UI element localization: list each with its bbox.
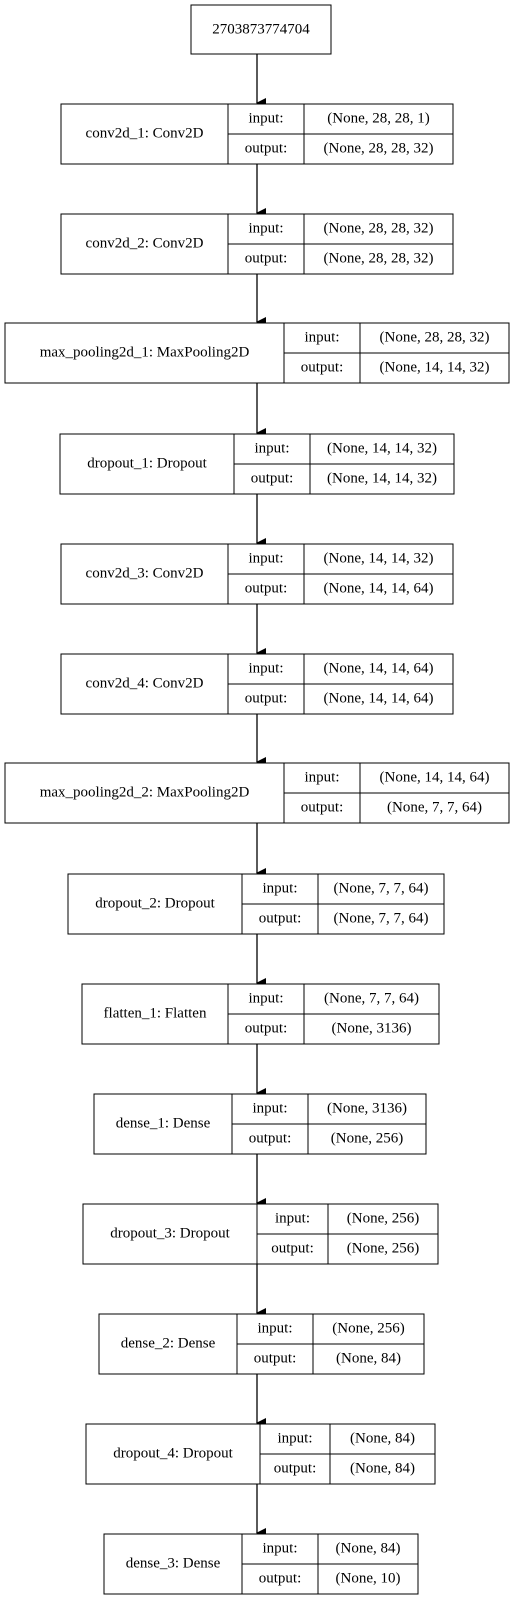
input-label: input: [248, 550, 283, 566]
input-label: input: [304, 329, 339, 345]
input-shape: (None, 14, 14, 64) [324, 660, 434, 676]
output-label: output: [251, 470, 294, 486]
input-label: input: [248, 990, 283, 1006]
input-shape: (None, 256) [347, 1210, 419, 1226]
output-label: output: [249, 1130, 292, 1146]
layer-node: flatten_1: Flatten input: output: (None, 7,… [81, 983, 440, 1045]
layer-nodes: conv2d_1: Conv2D input: output: (None, 28, … [4, 103, 510, 1595]
input-label: input: [275, 1210, 310, 1226]
input-shape: (None, 14, 14, 64) [380, 769, 490, 785]
output-label: output: [259, 1570, 302, 1586]
input-label: input: [304, 769, 339, 785]
output-label: output: [245, 690, 288, 706]
output-shape: (None, 256) [347, 1240, 419, 1256]
output-label: output: [245, 140, 288, 156]
layer-name: max_pooling2d_1: MaxPooling2D [40, 344, 250, 360]
output-label: output: [301, 799, 344, 815]
output-shape: (None, 28, 28, 32) [324, 250, 434, 266]
output-shape: (None, 256) [331, 1130, 403, 1146]
layer-node: dense_2: Dense input: output: (None, 256) (N… [98, 1313, 425, 1375]
layer-name: dropout_3: Dropout [110, 1225, 230, 1241]
layer-name: dense_1: Dense [116, 1115, 211, 1131]
layer-node: dense_1: Dense input: output: (None, 3136) (… [93, 1093, 427, 1155]
input-label: input: [248, 660, 283, 676]
output-shape: (None, 14, 14, 64) [324, 690, 434, 706]
input-shape: (None, 3136) [327, 1100, 407, 1116]
input-shape: (None, 84) [336, 1540, 401, 1556]
input-label: input: [248, 110, 283, 126]
layer-node: max_pooling2d_1: MaxPooling2D input: outpu… [4, 322, 510, 384]
layer-node: dropout_3: Dropout input: output: (None, 25… [82, 1203, 439, 1265]
layer-name: dense_3: Dense [126, 1555, 221, 1571]
layer-node: dropout_1: Dropout input: output: (None, 14… [59, 433, 455, 495]
output-shape: (None, 14, 14, 32) [327, 470, 437, 486]
output-shape: (None, 7, 7, 64) [334, 910, 429, 926]
output-label: output: [245, 250, 288, 266]
layer-name: conv2d_2: Conv2D [86, 235, 204, 251]
layer-name: flatten_1: Flatten [104, 1005, 207, 1021]
layer-name: dense_2: Dense [121, 1335, 216, 1351]
output-shape: (None, 84) [336, 1350, 401, 1366]
input-label: input: [252, 1100, 287, 1116]
input-label: input: [254, 440, 289, 456]
layer-node: conv2d_4: Conv2D input: output: (None, 14, … [60, 653, 454, 715]
layer-node: dropout_2: Dropout input: output: (None, 7,… [67, 873, 445, 935]
output-label: output: [259, 910, 302, 926]
layer-name: dropout_2: Dropout [95, 895, 215, 911]
layer-node: conv2d_1: Conv2D input: output: (None, 28, … [60, 103, 454, 165]
input-shape: (None, 14, 14, 32) [327, 440, 437, 456]
layer-node: dropout_4: Dropout input: output: (None, 84… [85, 1423, 436, 1485]
output-label: output: [271, 1240, 314, 1256]
layer-node: conv2d_3: Conv2D input: output: (None, 14, … [60, 543, 454, 605]
output-shape: (None, 14, 14, 32) [380, 359, 490, 375]
input-shape: (None, 84) [350, 1430, 415, 1446]
input-label: input: [257, 1320, 292, 1336]
layer-node: max_pooling2d_2: MaxPooling2D input: outpu… [4, 762, 510, 824]
output-label: output: [245, 580, 288, 596]
output-label: output: [254, 1350, 297, 1366]
layer-name: conv2d_4: Conv2D [86, 675, 204, 691]
root-node-label: 2703873774704 [212, 21, 310, 37]
layer-name: dropout_4: Dropout [113, 1445, 233, 1461]
input-shape: (None, 28, 28, 1) [327, 110, 429, 126]
layer-name: conv2d_1: Conv2D [86, 125, 204, 141]
input-label: input: [262, 880, 297, 896]
layer-name: dropout_1: Dropout [87, 455, 207, 471]
input-shape: (None, 256) [332, 1320, 404, 1336]
input-shape: (None, 28, 28, 32) [324, 220, 434, 236]
input-label: input: [262, 1540, 297, 1556]
output-shape: (None, 84) [350, 1460, 415, 1476]
output-label: output: [274, 1460, 317, 1476]
layer-name: conv2d_3: Conv2D [86, 565, 204, 581]
layer-name: max_pooling2d_2: MaxPooling2D [40, 784, 250, 800]
output-shape: (None, 14, 14, 64) [324, 580, 434, 596]
layer-node: dense_3: Dense input: output: (None, 84) (No… [103, 1533, 419, 1595]
input-shape: (None, 28, 28, 32) [380, 329, 490, 345]
layer-node: conv2d_2: Conv2D input: output: (None, 28, … [60, 213, 454, 275]
input-label: input: [277, 1430, 312, 1446]
output-shape: (None, 10) [336, 1570, 401, 1586]
root-node: 2703873774704 [190, 4, 332, 55]
output-shape: (None, 28, 28, 32) [324, 140, 434, 156]
input-label: input: [248, 220, 283, 236]
input-shape: (None, 14, 14, 32) [324, 550, 434, 566]
output-shape: (None, 3136) [332, 1020, 412, 1036]
input-shape: (None, 7, 7, 64) [334, 880, 429, 896]
output-shape: (None, 7, 7, 64) [387, 799, 482, 815]
input-shape: (None, 7, 7, 64) [324, 990, 419, 1006]
output-label: output: [301, 359, 344, 375]
output-label: output: [245, 1020, 288, 1036]
